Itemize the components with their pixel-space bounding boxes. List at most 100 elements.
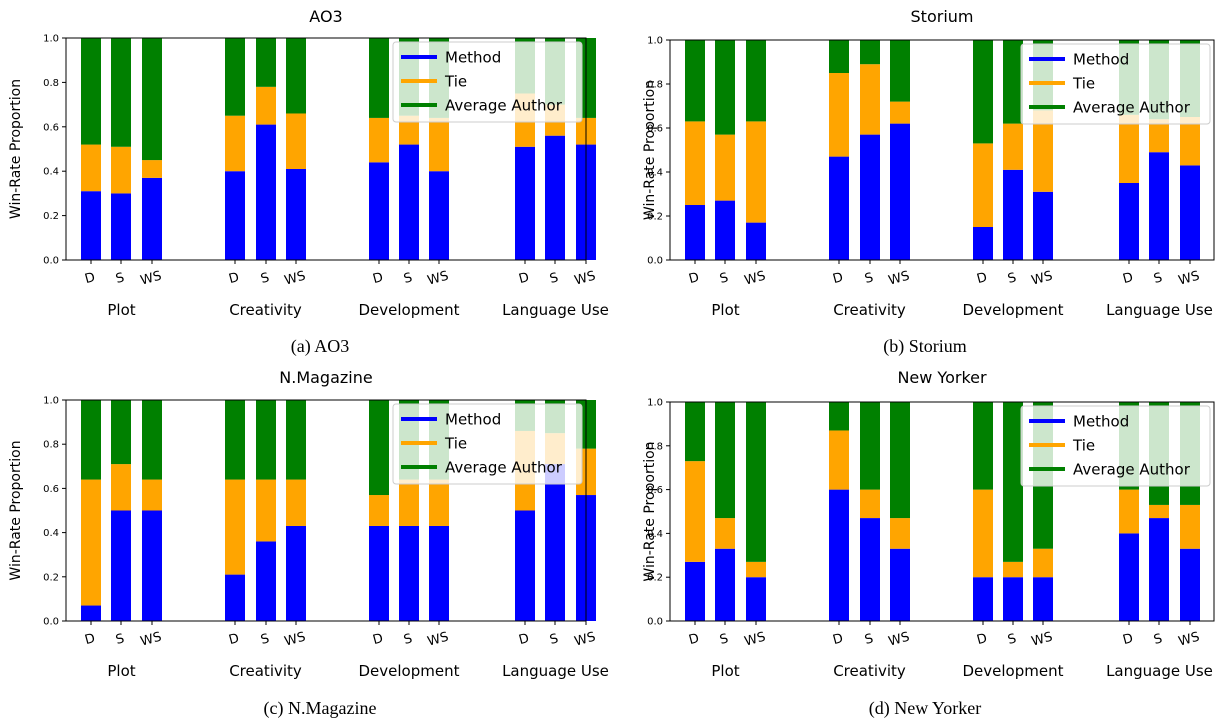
x-tick-label: D — [831, 270, 845, 287]
panel-title: AO3 — [309, 7, 342, 26]
bar-average-author — [286, 38, 306, 114]
y-tick-label: 0.6 — [43, 484, 59, 495]
bar-tie — [860, 64, 880, 135]
legend-box — [1020, 43, 1211, 125]
panel-2: Storium Win-Rate Proportion 0.0 0.2 0.4 0.6 0.… — [642, 7, 1215, 319]
x-tick-label: S — [718, 270, 730, 287]
x-tick-label: WS — [1030, 630, 1054, 650]
bar-tie — [256, 86, 276, 125]
group-label: Language Use — [1106, 301, 1213, 319]
x-tick-label: S — [863, 270, 875, 287]
group-label: Language Use — [1106, 662, 1213, 680]
bar-tie — [715, 134, 735, 201]
x-tick-label: S — [1006, 270, 1018, 287]
x-tick-label: D — [975, 270, 989, 287]
bar-method — [256, 541, 276, 621]
legend: Method Tie Average Author — [392, 403, 583, 485]
y-axis-label: Win-Rate Proportion — [8, 440, 24, 580]
bar-method — [746, 577, 766, 621]
bar-method — [685, 561, 705, 621]
bar-tie — [746, 561, 766, 578]
bar-method — [81, 605, 101, 621]
bar-average-author — [225, 400, 245, 480]
x-tick-label: WS — [887, 630, 911, 650]
x-tick-label: D — [227, 631, 241, 648]
legend-label: Method — [1073, 51, 1129, 69]
bar-method — [1003, 169, 1023, 260]
y-tick-label: 0.4 — [43, 167, 59, 178]
panel-3: N.Magazine Win-Rate Proportion 0.0 0.2 0.4 0.… — [8, 368, 609, 680]
bar-method — [515, 510, 535, 621]
x-tick-label: D — [831, 631, 845, 648]
axes-frame — [669, 401, 1215, 622]
bar-average-author — [685, 40, 705, 122]
bar-average-author — [1003, 40, 1023, 124]
bar-tie — [1180, 117, 1200, 166]
panel-title: New Yorker — [897, 368, 987, 387]
bar-tie — [225, 115, 245, 172]
x-tick-label: S — [863, 631, 875, 648]
bar-average-author — [829, 402, 849, 431]
x-tick-label: WS — [139, 630, 163, 650]
group-label: Plot — [107, 662, 135, 680]
bar-tie — [973, 489, 993, 578]
bar-tie — [81, 479, 101, 606]
bar-average-author — [111, 38, 131, 147]
bar-method — [225, 574, 245, 621]
y-tick-label: 0.2 — [43, 572, 59, 583]
group-label: Development — [963, 662, 1064, 680]
bar-tie — [256, 479, 276, 542]
bar-tie — [286, 113, 306, 169]
bar-average-author — [829, 40, 849, 73]
bar-tie — [1149, 504, 1169, 519]
bar-method — [81, 191, 101, 260]
bar-tie — [1119, 489, 1139, 534]
x-tick-label: WS — [283, 269, 307, 289]
bar-method — [1003, 577, 1023, 621]
bar-average-author — [81, 400, 101, 480]
x-tick-label: WS — [426, 630, 450, 650]
bar-method — [429, 171, 449, 260]
x-tick-label: WS — [573, 269, 597, 289]
bar-average-author — [256, 38, 276, 87]
legend: Method Tie Average Author — [392, 41, 583, 123]
bar-average-author — [369, 400, 389, 496]
bar-tie — [81, 144, 101, 192]
bar-average-author — [715, 402, 735, 519]
bar-method — [1119, 533, 1139, 621]
bar-average-author — [1003, 402, 1023, 562]
bar-tie — [1149, 119, 1169, 153]
bar-average-author — [890, 40, 910, 102]
x-tick-label: D — [227, 270, 241, 287]
bar-tie — [1033, 110, 1053, 192]
legend-label: Average Author — [445, 459, 563, 477]
bar-tie — [890, 101, 910, 124]
x-tick-label: S — [114, 270, 126, 287]
bar-method — [225, 171, 245, 260]
x-tick-label: WS — [1177, 269, 1201, 289]
bar-method — [369, 525, 389, 621]
caption-d: (d) New Yorker — [868, 698, 982, 718]
legend-box — [392, 41, 583, 123]
x-tick-label: WS — [887, 269, 911, 289]
group-label: Creativity — [833, 301, 906, 319]
y-tick-label: 0.4 — [647, 529, 663, 540]
bar-method — [973, 227, 993, 260]
bar-tie — [111, 464, 131, 511]
legend-label: Average Author — [1073, 461, 1191, 479]
bar-tie — [429, 479, 449, 526]
caption-b: (b) Storium — [883, 336, 967, 356]
bar-average-author — [973, 402, 993, 490]
bar-tie — [860, 489, 880, 519]
axes-frame — [65, 399, 587, 622]
x-tick-label: WS — [283, 630, 307, 650]
legend-box — [392, 403, 583, 485]
bar-method — [286, 168, 306, 260]
group-label: Plot — [711, 301, 739, 319]
bar-average-author — [111, 400, 131, 465]
group-label: Plot — [711, 662, 739, 680]
legend-label: Tie — [1072, 75, 1095, 93]
group-label: Creativity — [833, 662, 906, 680]
bar-tie — [399, 115, 419, 145]
bar-method — [399, 144, 419, 260]
